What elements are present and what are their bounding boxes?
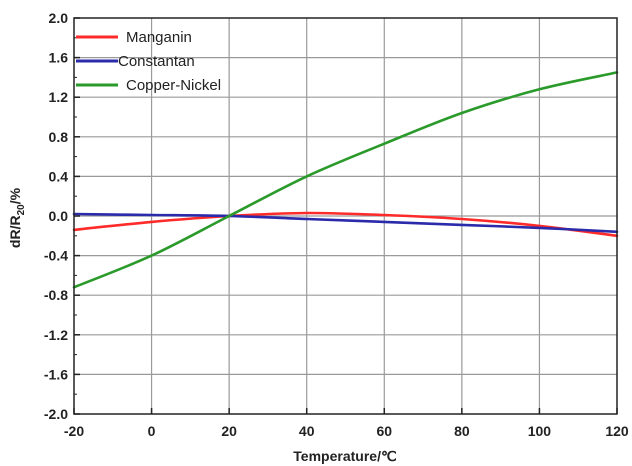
y-axis-title-sub: 20 (16, 204, 27, 216)
x-tick-label: 0 (148, 423, 156, 439)
legend-label-copper-nickel: Copper-Nickel (126, 77, 221, 94)
y-axis-title: dR/R20/% (7, 187, 27, 248)
y-tick-label: 0.8 (49, 129, 69, 145)
x-tick-label: 60 (376, 423, 392, 439)
y-tick-label: -0.8 (44, 287, 68, 303)
x-tick-label: 40 (299, 423, 315, 439)
x-tick-label: 80 (454, 423, 470, 439)
y-tick-label: 1.6 (49, 50, 69, 66)
x-axis-title: Temperature/℃ (293, 448, 397, 464)
y-tick-labels: -2.0 -1.6 -1.2 -0.8 -0.4 0.0 0.4 0.8 1.2 1.6 2.0 (44, 10, 68, 422)
legend-label-manganin: Manganin (126, 29, 192, 46)
y-tick-label: 2.0 (49, 10, 69, 26)
legend-label-constantan: Constantan (118, 53, 195, 70)
y-tick-label: -1.6 (44, 366, 68, 382)
y-tick-label: 0.4 (49, 168, 69, 184)
y-axis-title-main: dR/R (7, 215, 23, 248)
y-axis-title-tail: /% (7, 187, 23, 204)
y-tick-label: 0.0 (49, 208, 69, 224)
x-tick-label: 100 (528, 423, 552, 439)
series-lines (72, 71, 619, 289)
x-tick-labels: -20 0 20 40 60 80 100 120 (64, 423, 629, 439)
y-tick-label: -0.4 (44, 248, 68, 264)
series-line-copper-nickel (72, 71, 619, 289)
x-tick-label: -20 (64, 423, 84, 439)
x-tick-label: 20 (221, 423, 237, 439)
series-line-manganin (72, 211, 619, 238)
series-line-constantan (72, 212, 619, 234)
y-tick-label: 1.2 (49, 89, 69, 105)
y-tick-label: -2.0 (44, 406, 68, 422)
tick-marks (73, 17, 618, 415)
y-tick-label: -1.2 (44, 327, 68, 343)
legend: Manganin Constantan Copper-Nickel (76, 29, 221, 94)
x-tick-label: 120 (605, 423, 629, 439)
